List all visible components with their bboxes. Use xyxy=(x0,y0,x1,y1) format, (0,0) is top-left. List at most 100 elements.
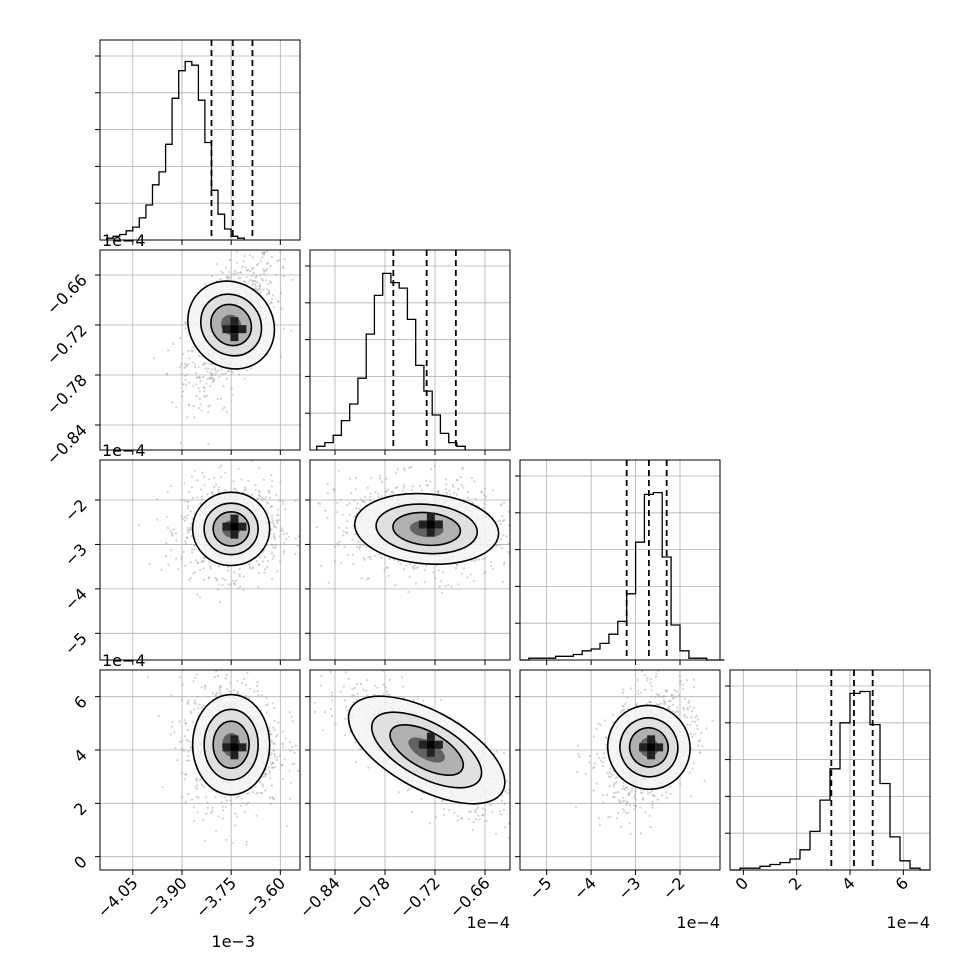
panel-frame xyxy=(519,459,721,661)
sample-point xyxy=(524,551,526,553)
sample-point xyxy=(212,476,215,479)
sample-point xyxy=(252,791,255,794)
sample-point xyxy=(356,692,359,695)
sample-point xyxy=(200,488,203,491)
sample-point xyxy=(522,794,524,796)
sample-point xyxy=(228,259,231,262)
sample-point xyxy=(410,811,413,814)
sample-point xyxy=(484,808,487,811)
sample-point xyxy=(500,799,503,802)
sample-point xyxy=(186,759,189,762)
sample-point xyxy=(275,226,277,228)
sample-point xyxy=(184,327,187,330)
sample-point xyxy=(394,584,397,587)
sample-point xyxy=(258,493,261,497)
sample-point xyxy=(294,537,297,540)
sample-point xyxy=(376,662,378,664)
sample-point xyxy=(366,694,369,697)
sample-point xyxy=(287,535,290,538)
sample-point xyxy=(171,534,174,537)
sample-point xyxy=(202,819,205,822)
sample-point xyxy=(233,583,236,586)
sample-point xyxy=(272,546,275,549)
sample-point xyxy=(462,567,465,570)
sample-point xyxy=(293,762,296,765)
sample-point xyxy=(437,491,440,494)
panel-frame xyxy=(99,669,301,871)
sample-point xyxy=(415,566,418,570)
sample-point xyxy=(197,796,200,799)
sample-point xyxy=(231,579,234,583)
sample-point xyxy=(624,702,627,705)
sample-point xyxy=(370,476,373,479)
sample-point xyxy=(263,270,266,273)
sample-point xyxy=(621,705,625,708)
sample-point xyxy=(616,811,620,815)
sample-point xyxy=(596,752,599,755)
sample-point xyxy=(289,741,292,744)
sample-point xyxy=(345,503,349,507)
sample-point xyxy=(268,496,272,499)
sample-point xyxy=(434,815,437,819)
sample-point xyxy=(236,250,239,253)
sample-point xyxy=(268,292,271,295)
sample-point xyxy=(507,542,510,545)
sample-point xyxy=(254,483,257,487)
sample-point xyxy=(185,517,188,520)
sample-point xyxy=(225,276,228,279)
sample-point xyxy=(185,773,188,776)
sample-point xyxy=(194,702,197,705)
sample-point xyxy=(622,784,625,788)
sample-point xyxy=(357,540,360,543)
sample-point xyxy=(455,479,459,482)
sample-point xyxy=(231,371,235,374)
sample-point xyxy=(410,466,413,469)
sample-point xyxy=(387,574,390,578)
sample-point xyxy=(475,808,478,811)
sample-point xyxy=(641,670,644,673)
sample-point xyxy=(185,322,188,325)
sample-point xyxy=(221,271,225,274)
sample-point xyxy=(254,785,257,789)
sample-point xyxy=(275,234,277,236)
sample-point xyxy=(345,531,348,535)
sample-point xyxy=(212,380,215,383)
sample-point xyxy=(291,720,294,723)
sample-point xyxy=(502,519,505,522)
sample-point xyxy=(206,801,209,804)
sample-point xyxy=(489,803,492,807)
sample-point xyxy=(234,272,237,275)
sample-point xyxy=(247,281,250,284)
sample-point xyxy=(195,673,198,676)
sample-point xyxy=(282,532,285,536)
sample-point xyxy=(245,803,248,806)
sample-point xyxy=(448,809,451,812)
sample-point xyxy=(250,493,253,496)
sample-point xyxy=(478,558,481,561)
sample-point xyxy=(271,762,274,765)
sample-point xyxy=(269,280,272,283)
panel-3-1 xyxy=(305,662,524,875)
sample-point xyxy=(256,690,259,693)
sample-point xyxy=(353,694,356,697)
sample-point xyxy=(353,687,356,690)
sample-point xyxy=(196,561,199,564)
sample-point xyxy=(277,301,280,304)
density-peak-cell xyxy=(426,512,435,521)
sample-point xyxy=(196,811,199,814)
sample-point xyxy=(482,507,485,510)
sample-point xyxy=(443,808,446,811)
sample-point xyxy=(313,701,316,704)
sample-point xyxy=(186,701,189,704)
sample-point xyxy=(664,701,667,704)
sample-point xyxy=(339,690,342,693)
sample-point xyxy=(268,796,272,799)
sample-point xyxy=(511,517,513,519)
sample-point xyxy=(461,817,464,820)
sample-point xyxy=(294,552,297,556)
sample-point xyxy=(244,694,247,698)
sample-point xyxy=(470,559,473,562)
sample-point xyxy=(382,693,385,697)
sample-point xyxy=(260,694,264,697)
sample-point xyxy=(425,479,428,482)
